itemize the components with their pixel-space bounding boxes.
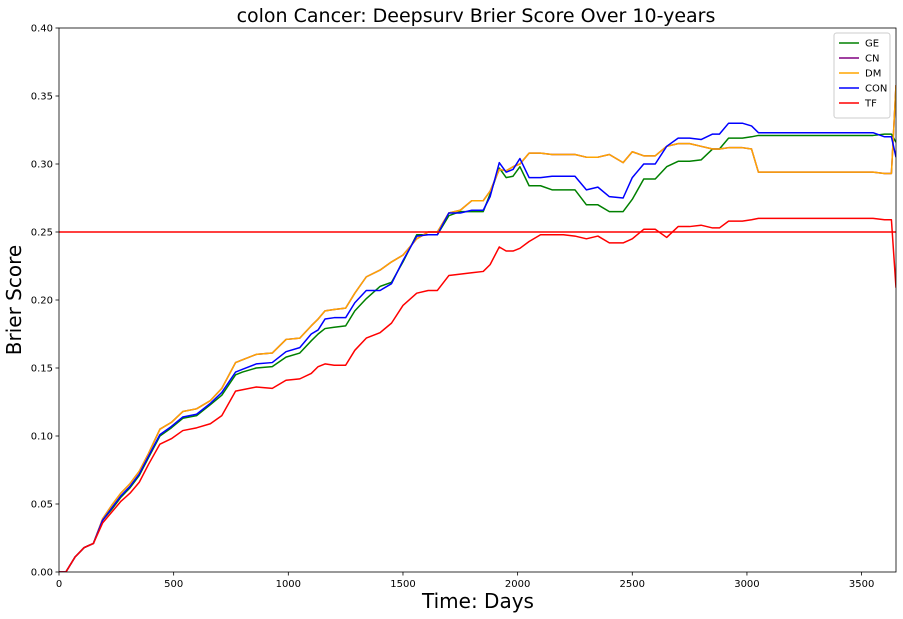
legend-label-dm: DM bbox=[865, 69, 881, 80]
legend-label-ge: GE bbox=[865, 39, 879, 50]
x-tick-label: 1500 bbox=[390, 579, 415, 590]
legend-label-tf: TF bbox=[864, 99, 877, 110]
legend-box bbox=[833, 32, 891, 119]
plot-frame bbox=[58, 27, 897, 573]
y-tick-label: 0.40 bbox=[31, 24, 53, 35]
legend: GE CN DM CON TF bbox=[833, 32, 891, 119]
x-tick-label: 3500 bbox=[849, 579, 874, 590]
x-tick-label: 2000 bbox=[505, 579, 530, 590]
x-tick-label: 500 bbox=[164, 579, 183, 590]
x-tick-label: 2500 bbox=[620, 579, 645, 590]
x-tick-label: 1000 bbox=[276, 579, 301, 590]
y-tick-label: 0.15 bbox=[31, 364, 53, 375]
y-tick-label: 0.00 bbox=[31, 568, 53, 579]
y-tick-label: 0.20 bbox=[31, 296, 53, 307]
y-tick-label: 0.05 bbox=[31, 500, 53, 511]
x-tick-label: 3000 bbox=[734, 579, 759, 590]
y-tick-label: 0.25 bbox=[31, 228, 53, 239]
y-axis-label: Brier Score bbox=[2, 245, 26, 355]
chart-title: colon Cancer: Deepsurv Brier Score Over … bbox=[237, 5, 716, 27]
series-lines bbox=[59, 85, 896, 572]
series-line-cn bbox=[59, 85, 896, 572]
series-line-ge bbox=[59, 133, 896, 572]
y-tick-label: 0.30 bbox=[31, 160, 53, 171]
legend-label-con: CON bbox=[865, 84, 887, 95]
plot-area: 0 500 1000 1500 2000 2500 3000 3500 0.00 0.05 0.10… bbox=[31, 24, 897, 590]
series-line-tf bbox=[59, 217, 896, 572]
series-line-dm bbox=[59, 85, 896, 572]
y-tick-label: 0.10 bbox=[31, 432, 53, 443]
series-line-con bbox=[59, 122, 896, 572]
y-tick-label: 0.35 bbox=[31, 92, 53, 103]
legend-label-cn: CN bbox=[865, 54, 879, 65]
x-tick-label: 0 bbox=[56, 579, 62, 590]
x-axis-label: Time: Days bbox=[421, 589, 534, 613]
